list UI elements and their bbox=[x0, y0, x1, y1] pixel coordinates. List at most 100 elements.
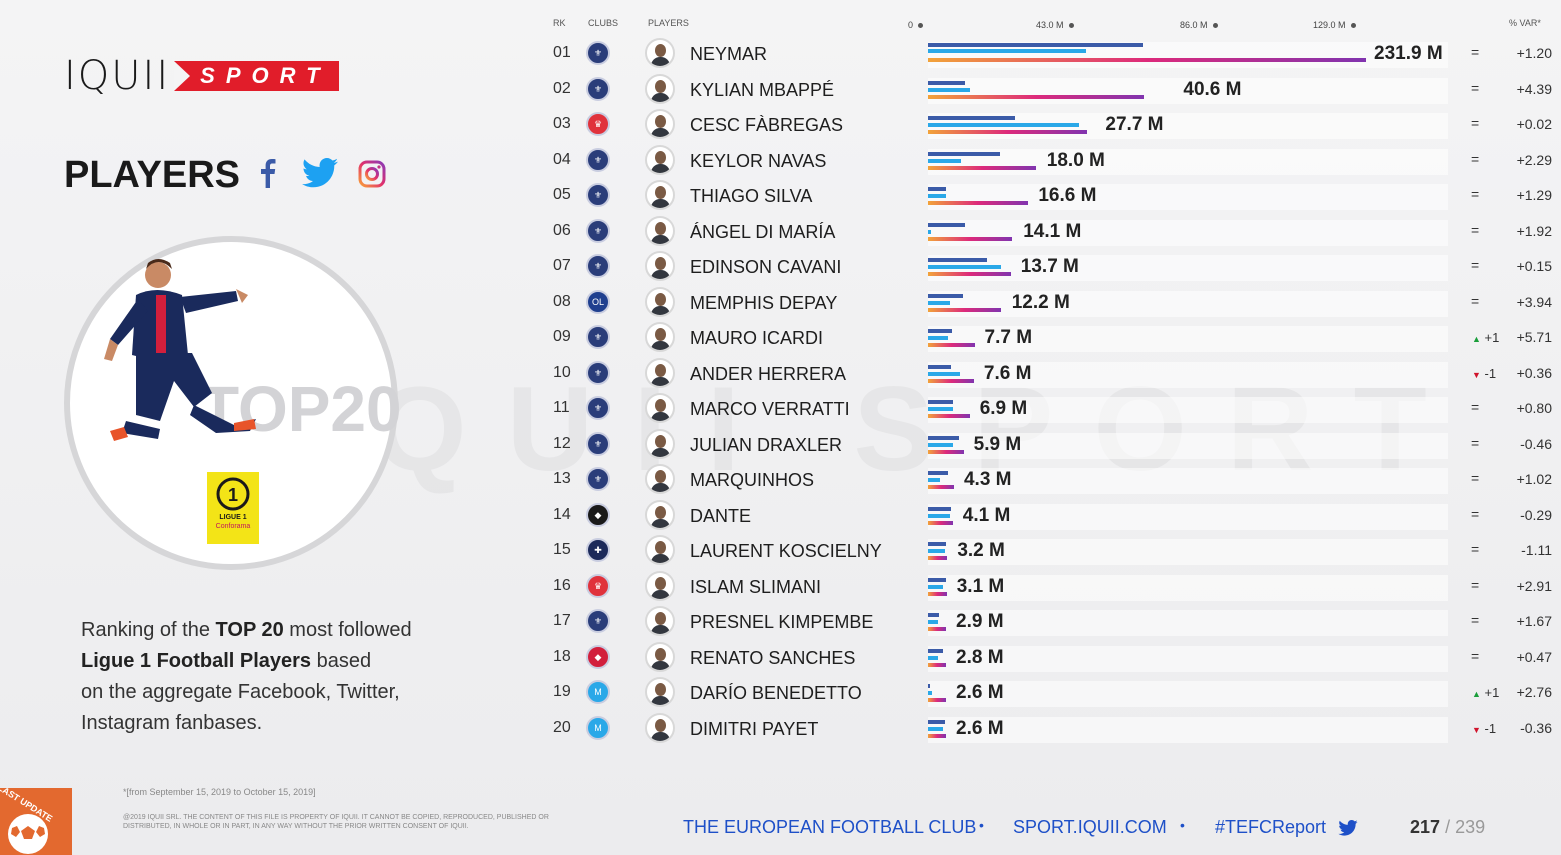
variation-value: +2.76 bbox=[1516, 684, 1552, 700]
instagram-bar bbox=[928, 307, 1001, 312]
position-unchanged: = bbox=[1471, 576, 1480, 593]
rank-number: 17 bbox=[553, 612, 571, 629]
monaco-crest-icon: ♛ bbox=[586, 573, 610, 598]
lille-crest-icon: ◆ bbox=[586, 644, 610, 669]
player-name: CESC FÀBREGAS bbox=[690, 115, 844, 135]
player-avatar bbox=[645, 641, 675, 672]
twitter-bar bbox=[928, 655, 939, 660]
ranking-description: Ranking of the TOP 20 most followed Ligu… bbox=[81, 615, 441, 739]
variation-value: +1.29 bbox=[1516, 187, 1552, 203]
footer-site-link[interactable]: SPORT.IQUII.COM bbox=[1013, 817, 1167, 837]
facebook-bar bbox=[928, 222, 966, 227]
twitter-bar bbox=[928, 194, 947, 198]
rank-number: 08 bbox=[553, 292, 571, 310]
facebook-icon bbox=[261, 159, 276, 188]
rank-number: 20 bbox=[553, 718, 571, 736]
page-current: 217 bbox=[1410, 817, 1441, 837]
facebook-bar bbox=[928, 151, 1000, 156]
description-text: Ranking of the bbox=[81, 619, 216, 641]
bar-track bbox=[928, 432, 1448, 459]
instagram-bar bbox=[928, 58, 1366, 62]
variation-value: +4.39 bbox=[1516, 80, 1552, 97]
player-avatar bbox=[645, 38, 675, 68]
footer-club-link[interactable]: THE EUROPEAN FOOTBALL CLUB bbox=[683, 817, 977, 837]
psg-crest-icon: ⚜ bbox=[586, 218, 610, 243]
description-text: most followed bbox=[283, 619, 412, 641]
player-name: ÁNGEL DI MARÍA bbox=[690, 221, 836, 242]
facebook-bar bbox=[928, 258, 987, 262]
bordeaux-crest-icon: ✚ bbox=[586, 538, 610, 562]
ranking-row: 13 ⚜ MARQUINHOS 4.3 M = +1.02 bbox=[548, 464, 1558, 502]
footer-hashtag-link[interactable]: #TEFCReport bbox=[1215, 817, 1327, 837]
facebook-bar bbox=[928, 613, 940, 617]
twitter-bar bbox=[928, 158, 961, 163]
footer-separator: • bbox=[1180, 817, 1185, 833]
player-avatar bbox=[645, 570, 675, 601]
variation-value: +3.94 bbox=[1516, 293, 1552, 310]
position-change: ▲ +1 bbox=[1472, 330, 1499, 345]
position-unchanged: = bbox=[1471, 541, 1480, 557]
ranking-row: 16 ♛ ISLAM SLIMANI 3.1 M = +2.91 bbox=[548, 570, 1558, 609]
twitter-bar bbox=[928, 49, 1086, 53]
player-avatar bbox=[645, 499, 675, 530]
bar-track bbox=[928, 610, 1448, 636]
instagram-bar bbox=[928, 378, 974, 383]
total-value-label: 7.7 M bbox=[984, 327, 1033, 348]
facebook-bar bbox=[928, 719, 945, 724]
bar-track bbox=[928, 184, 1448, 210]
twitter-bar bbox=[928, 478, 941, 482]
facebook-bar bbox=[928, 43, 1143, 47]
instagram-icon bbox=[358, 160, 386, 188]
player-avatar bbox=[645, 73, 675, 104]
player-name: PRESNEL KIMPEMBE bbox=[690, 612, 874, 632]
player-name: KYLIAN MBAPPÉ bbox=[690, 79, 835, 100]
total-value-label: 4.3 M bbox=[963, 469, 1012, 490]
scale-tick-label: 0 bbox=[908, 20, 924, 30]
twitter-bar bbox=[928, 726, 943, 731]
rank-number: 18 bbox=[553, 647, 571, 665]
player-avatar bbox=[645, 677, 675, 707]
column-header-players: PLAYERS bbox=[648, 18, 689, 28]
player-avatar bbox=[645, 428, 675, 459]
page-number: 217 / 239 bbox=[1410, 817, 1485, 838]
position-unchanged: = bbox=[1471, 434, 1480, 451]
twitter-icon bbox=[302, 158, 338, 188]
player-avatar bbox=[645, 180, 675, 210]
description-highlight: Ligue 1 Football Players bbox=[81, 650, 312, 672]
ranking-row: 04 ⚜ KEYLOR NAVAS 18.0 M = +2.29 bbox=[548, 144, 1558, 183]
player-avatar bbox=[645, 393, 675, 423]
ligue-1-text: LIGUE 1 bbox=[219, 514, 247, 521]
football-icon bbox=[8, 814, 48, 854]
twitter-bar bbox=[928, 371, 960, 376]
player-avatar bbox=[645, 251, 675, 281]
player-avatar bbox=[645, 357, 675, 388]
player-name: DANTE bbox=[690, 505, 752, 526]
facebook-bar bbox=[928, 648, 943, 653]
psg-crest-icon: ⚜ bbox=[586, 76, 610, 101]
psg-crest-icon: ⚜ bbox=[586, 431, 610, 456]
ranking-row: 15 ✚ LAURENT KOSCIELNY 3.2 M = -1.11 bbox=[548, 535, 1558, 573]
bar-track bbox=[928, 361, 1448, 388]
variation-value: -0.36 bbox=[1520, 719, 1552, 736]
description-text: on the aggregate Facebook, Twitter, bbox=[81, 681, 400, 703]
position-unchanged: = bbox=[1471, 79, 1480, 96]
description-text: based bbox=[311, 650, 372, 672]
rank-number: 15 bbox=[553, 541, 571, 558]
psg-crest-icon: ⚜ bbox=[586, 396, 610, 420]
arrow-up-icon: ▲ bbox=[1472, 689, 1481, 699]
position-change-value: -1 bbox=[1480, 720, 1497, 736]
scale-tick-text: 86.0 M bbox=[1180, 20, 1208, 30]
page-title: PLAYERS bbox=[64, 154, 240, 196]
rank-number: 19 bbox=[553, 683, 571, 700]
ligue-1-emblem-icon: 1 bbox=[216, 477, 250, 511]
position-change-value: +1 bbox=[1480, 330, 1500, 345]
scale-tick-label: 129.0 M bbox=[1313, 20, 1356, 30]
total-value-label: 5.9 M bbox=[973, 433, 1022, 455]
instagram-bar bbox=[928, 662, 946, 667]
position-unchanged: = bbox=[1471, 186, 1480, 202]
instagram-bar bbox=[928, 698, 946, 702]
variation-value: +1.67 bbox=[1516, 613, 1552, 629]
position-unchanged: = bbox=[1471, 221, 1480, 238]
facebook-bar bbox=[928, 293, 963, 298]
variation-value: -1.11 bbox=[1521, 542, 1552, 558]
